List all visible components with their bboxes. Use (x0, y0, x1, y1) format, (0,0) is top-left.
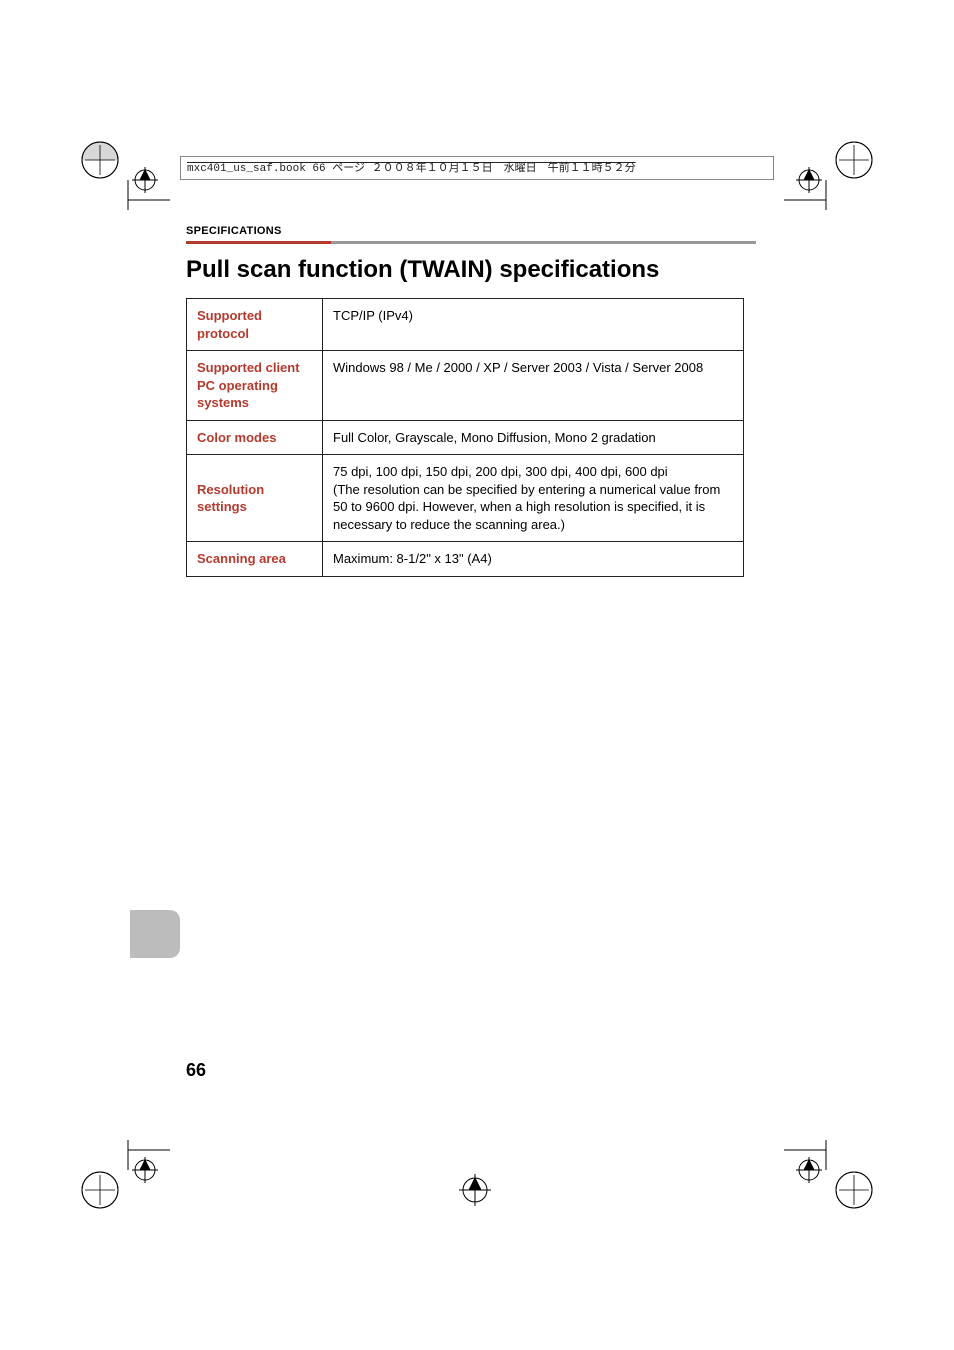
cropmark-bottom-right (784, 1140, 884, 1220)
cropmark-top-left (70, 130, 170, 210)
spec-value: Maximum: 8-1/2" x 13" (A4) (323, 542, 744, 577)
spec-label: Supported protocol (187, 299, 323, 351)
table-row: Resolution settings 75 dpi, 100 dpi, 150… (187, 455, 744, 542)
spec-label: Supported client PC operating systems (187, 351, 323, 421)
page-number: 66 (186, 1060, 206, 1081)
spec-label: Scanning area (187, 542, 323, 577)
page-heading: Pull scan function (TWAIN) specification… (186, 256, 756, 284)
spec-label: Resolution settings (187, 455, 323, 542)
table-row: Scanning area Maximum: 8-1/2" x 13" (A4) (187, 542, 744, 577)
spec-label: Color modes (187, 420, 323, 455)
spec-value: TCP/IP (IPv4) (323, 299, 744, 351)
table-row: Supported client PC operating systems Wi… (187, 351, 744, 421)
table-row: Color modes Full Color, Grayscale, Mono … (187, 420, 744, 455)
frame-header-text: mxc401_us_saf.book 66 ページ ２００８年１０月１５日 水曜… (181, 157, 773, 180)
side-tab (130, 910, 180, 958)
spec-value: Windows 98 / Me / 2000 / XP / Server 200… (323, 351, 744, 421)
cropmark-top-right (784, 130, 884, 210)
spec-value: Full Color, Grayscale, Mono Diffusion, M… (323, 420, 744, 455)
cropmark-bottom-center (435, 1170, 515, 1220)
page-content: SPECIFICATIONS Pull scan function (TWAIN… (186, 225, 756, 577)
section-label: SPECIFICATIONS (186, 225, 756, 237)
cropmark-bottom-left (70, 1140, 170, 1220)
section-color-bar (186, 241, 756, 244)
spec-value: 75 dpi, 100 dpi, 150 dpi, 200 dpi, 300 d… (323, 455, 744, 542)
table-row: Supported protocol TCP/IP (IPv4) (187, 299, 744, 351)
spec-table: Supported protocol TCP/IP (IPv4) Support… (186, 298, 744, 577)
frame-header-box: mxc401_us_saf.book 66 ページ ２００８年１０月１５日 水曜… (180, 156, 774, 180)
